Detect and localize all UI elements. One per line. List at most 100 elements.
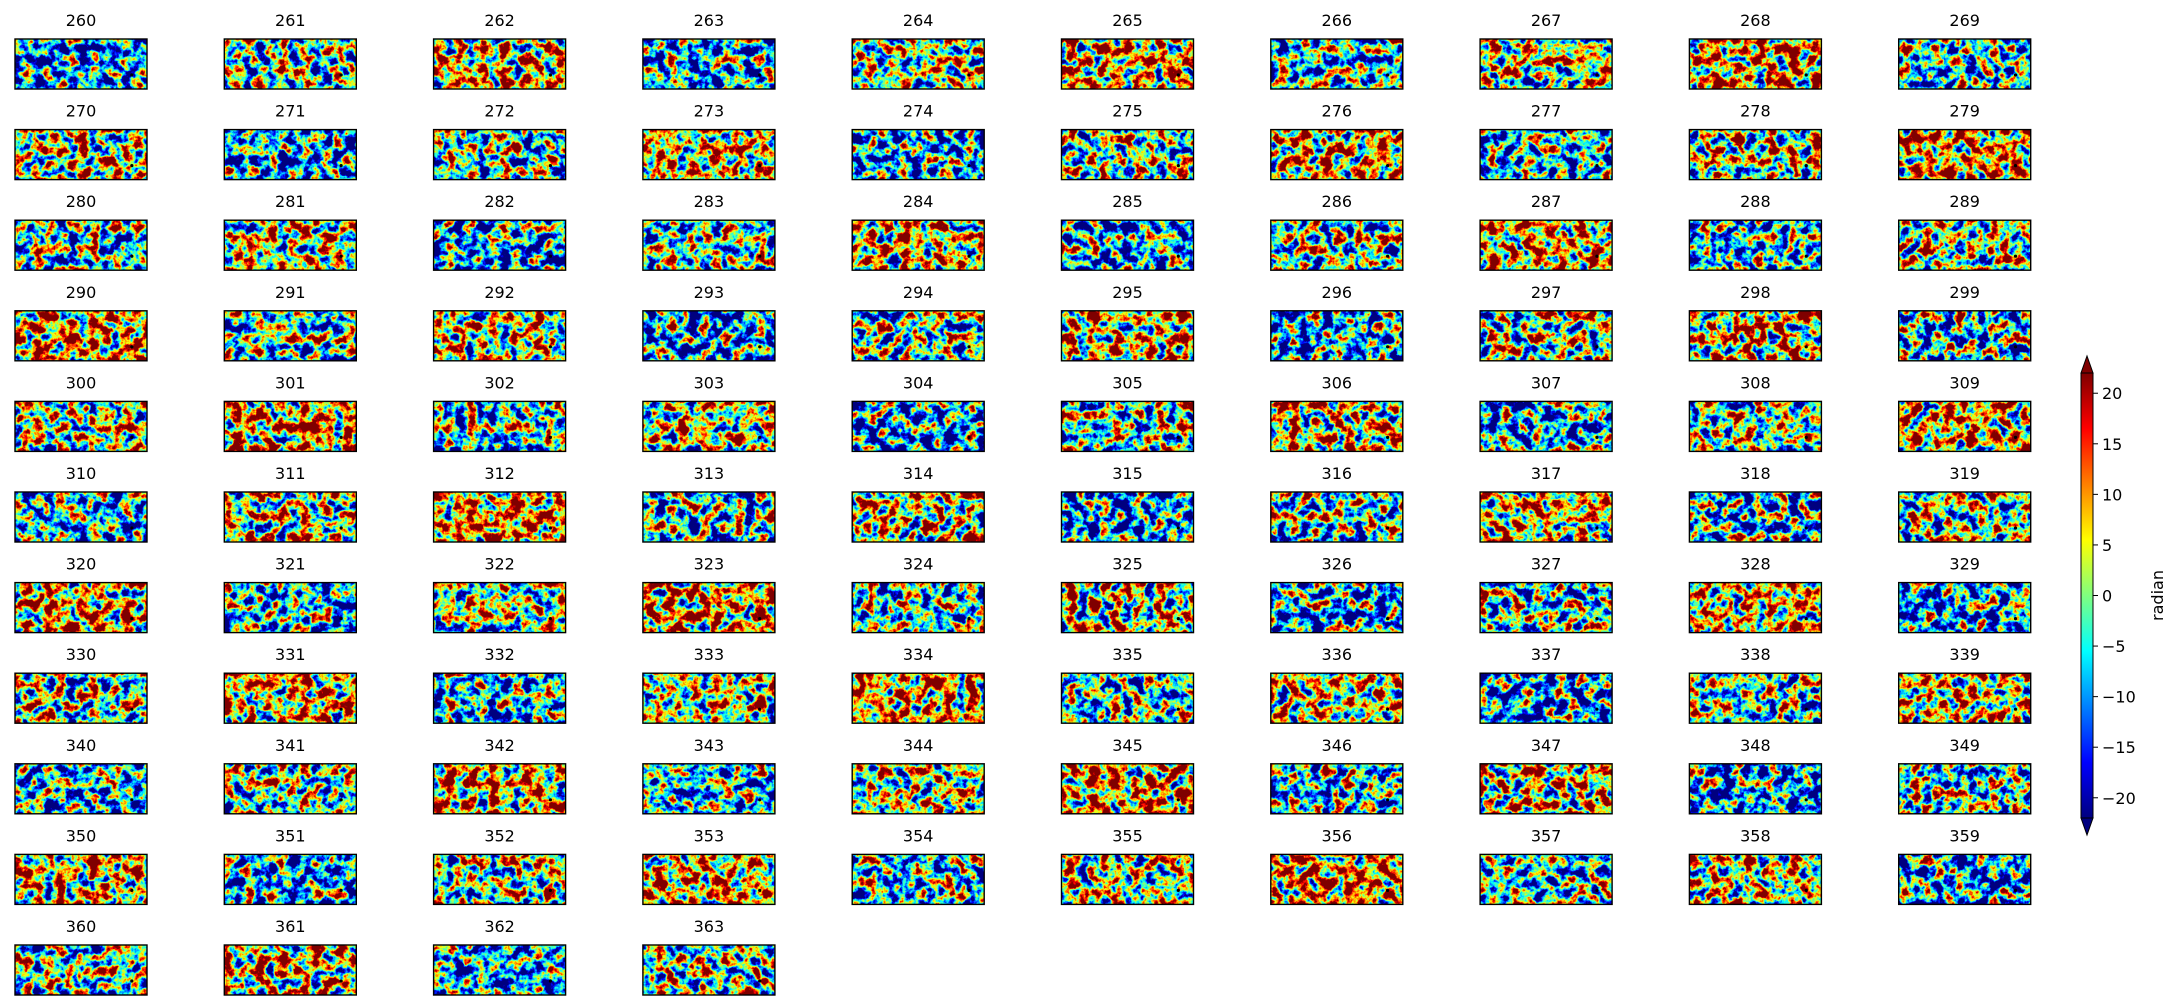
- panel-title: 271: [275, 102, 306, 121]
- panel-frame: [642, 310, 776, 362]
- panel-image: [642, 854, 775, 905]
- panel-image: [1480, 220, 1613, 271]
- panel-title: 262: [484, 11, 515, 30]
- panel-frame: [223, 400, 358, 453]
- panel-image: [224, 220, 357, 271]
- panel-image: [1270, 673, 1403, 724]
- marker-dot: [1176, 254, 1180, 258]
- panel-frame: [223, 763, 358, 815]
- marker-dot: [1386, 888, 1390, 893]
- panel-image: [1061, 582, 1194, 633]
- marker-dot: [1386, 798, 1390, 802]
- panel-frame: [642, 853, 776, 906]
- panel-title: 290: [66, 283, 97, 302]
- panel-image: [433, 582, 566, 633]
- panel-image: [15, 492, 147, 542]
- panel-image: [642, 39, 775, 89]
- panel-title: 343: [694, 736, 725, 755]
- panel-title: 264: [903, 11, 934, 30]
- panel-frame: [1897, 763, 2032, 815]
- tick-label: −20: [2102, 789, 2136, 808]
- marker-dot: [130, 164, 134, 168]
- panel-image: [642, 401, 775, 452]
- panel-title: 268: [1740, 11, 1771, 30]
- panel-frame: [223, 853, 358, 906]
- panel-image: [1689, 492, 1822, 542]
- panel-image: [1061, 763, 1194, 814]
- panel-title: 328: [1740, 555, 1771, 574]
- panel-image: [15, 673, 147, 724]
- panel-frame: [1060, 763, 1195, 815]
- panel-title: 266: [1322, 11, 1353, 30]
- panel-frame: [223, 310, 358, 362]
- panel-image: [1480, 673, 1613, 724]
- marker-dot: [548, 345, 553, 349]
- panel-image: [1480, 854, 1613, 905]
- panel-image: [224, 763, 357, 814]
- panel-frame: [1060, 672, 1195, 724]
- panel-frame: [14, 400, 148, 453]
- panel-image: [1689, 673, 1822, 724]
- panel-title: 261: [275, 11, 306, 30]
- tick-label: 0: [2102, 587, 2112, 606]
- panel-image: [224, 401, 357, 452]
- marker-dot: [548, 526, 553, 530]
- marker-dot: [758, 526, 762, 530]
- marker-dot: [130, 798, 134, 802]
- marker-dot: [1595, 435, 1599, 439]
- panel-title: 260: [66, 11, 97, 30]
- panel-frame: [1060, 128, 1195, 181]
- panel-frame: [432, 672, 567, 724]
- panel-image: [1270, 129, 1403, 180]
- marker-dot: [339, 435, 343, 439]
- panel-image: [1061, 854, 1194, 905]
- panel-title: 269: [1949, 11, 1980, 30]
- panel-frame: [1270, 219, 1404, 271]
- marker-dot: [130, 254, 134, 258]
- panel-title: 265: [1112, 11, 1143, 30]
- marker-dot: [1386, 164, 1390, 168]
- panel-image: [642, 129, 775, 180]
- panel-image: [852, 310, 985, 361]
- panel-frame: [14, 219, 148, 271]
- panel-image: [642, 582, 775, 633]
- panel-frame: [642, 581, 776, 634]
- panel-title: 344: [903, 736, 934, 755]
- panel-image: [1061, 492, 1194, 542]
- panel-image: [852, 492, 985, 542]
- panel-frame: [432, 128, 567, 181]
- panel-title: 362: [484, 917, 515, 936]
- marker-dot: [548, 254, 553, 258]
- panel-title: 288: [1740, 192, 1771, 211]
- panel-title: 325: [1112, 555, 1143, 574]
- panel-image: [433, 129, 566, 180]
- panel-title: 281: [275, 192, 306, 211]
- panel-image: [15, 763, 147, 814]
- marker-dot: [967, 435, 971, 439]
- marker-dot: [967, 707, 971, 711]
- panel-frame: [1060, 400, 1195, 453]
- panel-frame: [1479, 672, 1613, 724]
- marker-dot: [1176, 707, 1180, 711]
- panel-title: 276: [1322, 102, 1353, 121]
- panel-image: [224, 673, 357, 724]
- panel-frame: [851, 491, 985, 543]
- panel-frame: [14, 491, 148, 543]
- panel-frame: [851, 310, 985, 362]
- panel-image: [1898, 673, 2031, 724]
- marker-dot: [1176, 435, 1180, 439]
- panel-image: [852, 39, 985, 89]
- panel-image: [1061, 401, 1194, 452]
- panel-title: 278: [1740, 102, 1771, 121]
- panel-title: 339: [1949, 645, 1980, 664]
- marker-dot: [339, 979, 343, 983]
- marker-dot: [2013, 798, 2018, 802]
- marker-dot: [548, 979, 553, 983]
- marker-dot: [1804, 798, 1808, 802]
- panel-frame: [1060, 310, 1195, 362]
- panel-frame: [432, 310, 567, 362]
- marker-dot: [1595, 164, 1599, 168]
- marker-dot: [1804, 254, 1808, 258]
- panel-frame: [1479, 310, 1613, 362]
